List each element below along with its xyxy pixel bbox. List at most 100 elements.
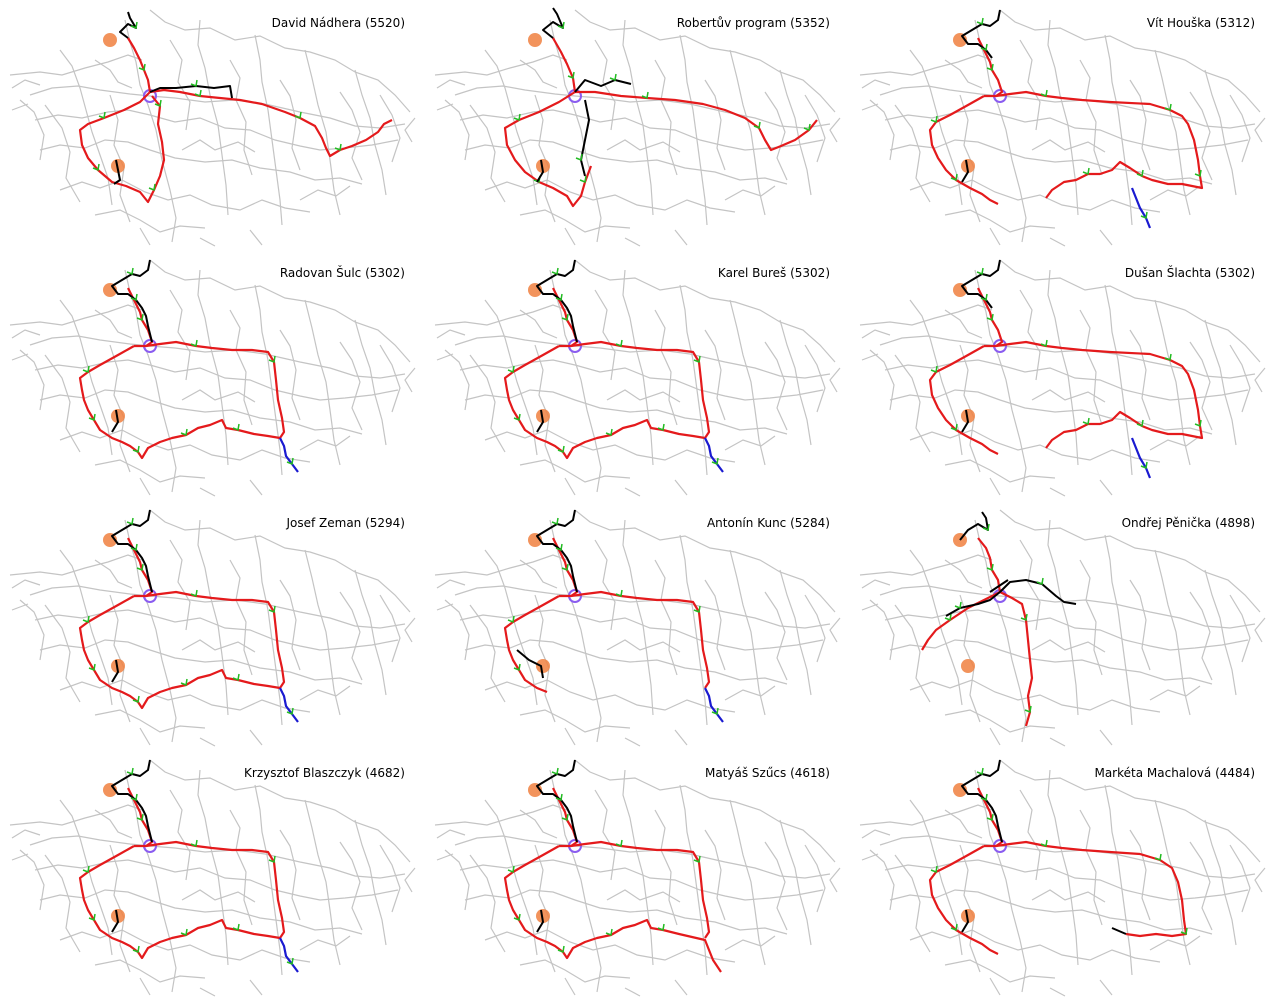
rail-line [894, 354, 931, 453]
panel-title: Krzysztof Blaszczyk (4682) [244, 766, 405, 780]
direction-tick [1180, 927, 1188, 936]
rail-line [354, 319, 387, 446]
direction-tick [561, 563, 569, 572]
secondary-route [961, 9, 1001, 59]
direction-tick [609, 73, 617, 82]
direction-tick [711, 707, 719, 716]
direction-tick [657, 423, 665, 432]
rail-line [149, 759, 411, 863]
rail-line [109, 344, 131, 473]
rail-line [1049, 487, 1066, 497]
direction-tick [190, 79, 198, 88]
rail-line [606, 639, 681, 653]
route-map [859, 9, 1266, 247]
rail-line [944, 959, 1056, 983]
rail-line [94, 809, 133, 839]
rail-line [354, 569, 387, 696]
direction-tick [1194, 419, 1202, 428]
rail-line [464, 139, 788, 185]
rail-network [859, 509, 1266, 747]
rail-line [729, 299, 766, 466]
rail-line [564, 727, 576, 746]
rail-network [9, 9, 416, 247]
rail-line [124, 19, 177, 243]
rail-line [1104, 534, 1133, 726]
direction-tick [1040, 339, 1048, 348]
direction-tick [711, 457, 719, 466]
rail-network [434, 9, 841, 247]
direction-tick [605, 428, 613, 437]
direction-tick [980, 43, 988, 52]
direction-tick [693, 355, 701, 364]
rail-line [1049, 237, 1066, 247]
rail-line [379, 94, 401, 163]
rail-line [44, 604, 81, 703]
route-map-panel: Radovan Šulc (5302) [0, 250, 425, 500]
rail-line [1204, 569, 1237, 696]
rail-line [884, 109, 1249, 151]
rail-line [1047, 19, 1079, 216]
rail-line [1189, 841, 1213, 931]
rail-line [944, 209, 1056, 233]
main-route [552, 37, 577, 93]
rail-line [436, 79, 466, 89]
rail-line [1099, 229, 1113, 246]
rail-line [859, 54, 993, 76]
rail-line [29, 335, 406, 379]
rail-line [564, 477, 576, 496]
rail-line [94, 959, 206, 983]
rail-line [1099, 729, 1113, 746]
rail-line [909, 179, 1161, 213]
rail-line [829, 617, 841, 643]
rail-line [149, 509, 411, 613]
route-map [434, 759, 841, 997]
main-route [995, 840, 1188, 938]
rail-line [9, 54, 143, 76]
secondary-route [542, 7, 564, 39]
direction-tick [82, 865, 90, 874]
rail-line [549, 269, 602, 493]
rail-line [379, 844, 401, 913]
direction-tick [190, 589, 198, 598]
rail-line [594, 289, 616, 381]
rail-line [594, 539, 616, 631]
main-route [999, 591, 1034, 727]
route-map-panel: Vít Houška (5312) [850, 0, 1275, 250]
direction-tick [980, 793, 988, 802]
rail-line [519, 59, 558, 89]
rail-line [1149, 185, 1201, 201]
rail-line [989, 227, 1001, 246]
direction-tick [950, 173, 958, 182]
panel-title: Matyáš Szűcs (4618) [704, 766, 830, 780]
direction-tick [82, 365, 90, 374]
direction-tick [930, 865, 938, 874]
rail-line [1031, 889, 1106, 903]
direction-tick [88, 413, 96, 422]
rail-line [484, 679, 736, 713]
direction-tick [190, 839, 198, 848]
rail-line [869, 99, 895, 161]
secondary-route [516, 649, 544, 679]
rail-line [404, 617, 416, 643]
rail-line [379, 594, 401, 663]
tail-route [279, 937, 299, 973]
direction-tick [286, 457, 294, 466]
rail-line [999, 259, 1261, 363]
secondary-route [961, 909, 969, 933]
direction-tick [980, 293, 988, 302]
panel-title: Markéta Machalová (4484) [1094, 766, 1255, 780]
rail-line [519, 209, 631, 233]
rail-line [869, 599, 895, 661]
route-map [9, 759, 416, 997]
direction-tick [88, 913, 96, 922]
rail-line [94, 709, 206, 733]
rail-line [729, 49, 766, 216]
rail-line [9, 304, 143, 326]
rail-line [889, 639, 1213, 685]
route-map-panel: Karel Bureš (5302) [425, 250, 850, 500]
rail-line [989, 977, 1001, 996]
direction-tick [154, 99, 162, 108]
direction-tick [286, 707, 294, 716]
rail-line [11, 853, 29, 861]
rail-line [181, 639, 256, 653]
